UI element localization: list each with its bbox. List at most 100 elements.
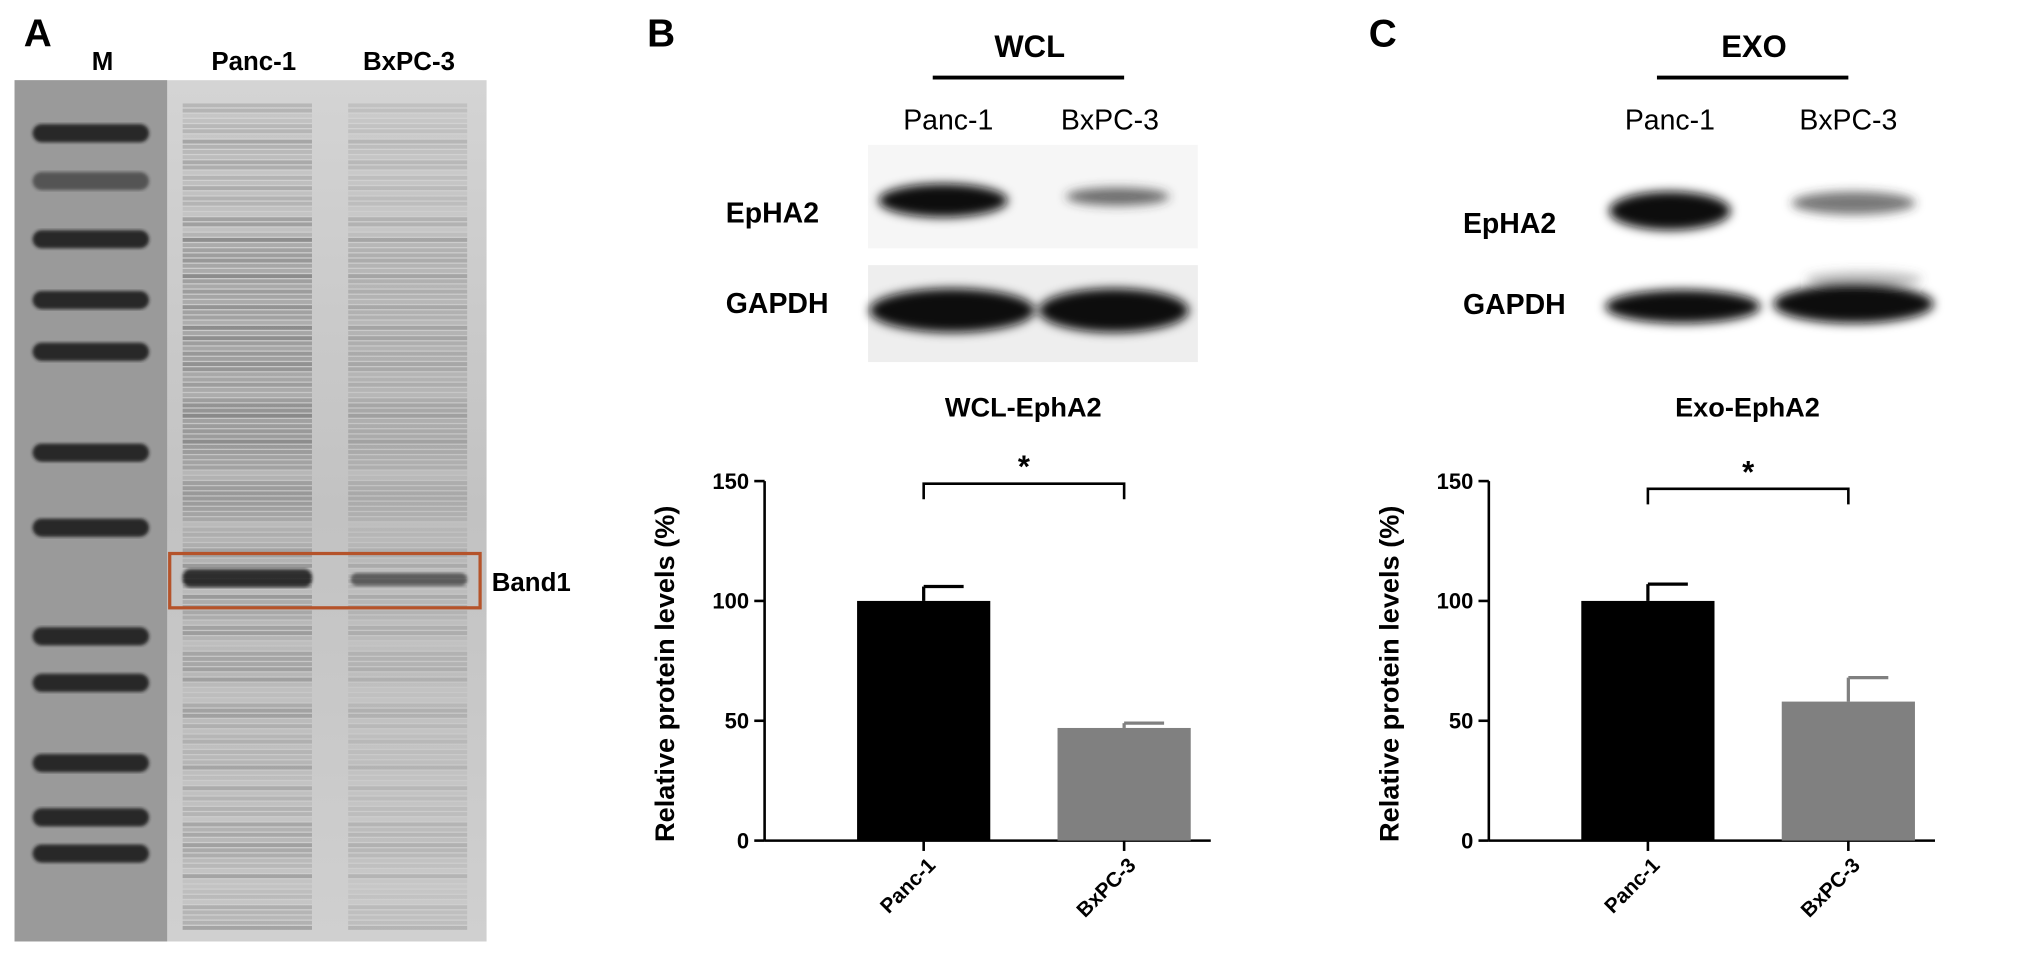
gel-streak (348, 191, 468, 196)
gel-streak (182, 279, 312, 284)
gel-streak (182, 615, 312, 620)
panel-label: C (1369, 13, 1397, 56)
gel-streak (182, 217, 312, 222)
gel-streak (182, 672, 312, 677)
marker-band (32, 673, 150, 692)
gel-streak (348, 719, 468, 723)
gel-streak (182, 165, 312, 170)
gel-streak (182, 253, 312, 258)
gel-streak (348, 377, 468, 382)
gel-streak (348, 537, 468, 542)
row-label: EpHA2 (1463, 208, 1556, 240)
marker-band (32, 443, 150, 462)
gel-streak (348, 765, 468, 770)
gel-streak (348, 667, 468, 672)
x-tick-label: Panc-1 (876, 854, 940, 918)
gel-streak (182, 362, 312, 366)
gel-streak (182, 124, 312, 129)
gel-streak (182, 631, 312, 635)
gel-streak (182, 470, 312, 475)
gel-streak (182, 662, 312, 667)
gel-streak (182, 755, 312, 760)
gel-streak (348, 212, 468, 216)
gel-streak (182, 346, 312, 351)
gel-streak (348, 289, 468, 294)
gel-streak (182, 419, 312, 423)
gel-streak (348, 869, 468, 873)
gel-streak (348, 175, 468, 180)
gel-streak (182, 693, 312, 698)
gel-streak (348, 708, 468, 713)
gel-streak (182, 294, 312, 299)
marker-band (32, 342, 150, 361)
gel-streak (348, 698, 467, 702)
gel-streak (182, 620, 312, 625)
gel-streak (182, 781, 312, 785)
significance-label: * (1742, 454, 1755, 489)
x-tick-label: Panc-1 (1600, 854, 1664, 918)
row-label: GAPDH (726, 288, 829, 320)
gel-streak (182, 843, 312, 848)
gel-streak (182, 139, 312, 144)
gel-streak (348, 615, 468, 620)
gel-streak (348, 103, 468, 108)
gel-streak (182, 460, 312, 465)
gel-streak (348, 150, 468, 154)
gel-streak (348, 170, 468, 175)
gel-streak (182, 243, 312, 248)
gel-streak (348, 589, 468, 594)
gel-streak (348, 827, 468, 832)
gel-streak (182, 750, 312, 754)
gel-streak (348, 439, 468, 444)
marker-band (32, 290, 150, 310)
gel-streak (348, 641, 467, 645)
row-label: GAPDH (1463, 289, 1566, 321)
gel-streak (182, 393, 312, 398)
gel-streak (182, 894, 312, 899)
x-tick-label: BxPC-3 (1072, 854, 1140, 922)
gel-streak (348, 300, 468, 304)
gel-streak (348, 889, 468, 894)
gel-streak (182, 832, 312, 837)
gel-streak (182, 688, 312, 692)
gel-streak (348, 108, 468, 113)
bar (1781, 701, 1915, 841)
gel-streak (348, 227, 468, 232)
gel-streak (182, 212, 312, 216)
gel-streak (182, 341, 312, 346)
marker-band (32, 518, 150, 537)
x-tick-label: BxPC-3 (1797, 854, 1865, 922)
gel-streak (182, 232, 312, 237)
gel-streak (182, 558, 312, 563)
lane-label: M (92, 48, 114, 76)
lane-label: Panc-1 (211, 48, 296, 76)
gel-streak (182, 248, 312, 253)
gel-streak (182, 651, 312, 656)
gel-streak (348, 770, 468, 775)
gel-streak (182, 315, 312, 320)
blot-bands (1605, 191, 1934, 324)
blot-bands (869, 183, 1189, 333)
gel-streak (348, 491, 468, 496)
gel-streak (182, 284, 312, 289)
gel-streak (182, 806, 312, 811)
gel-streak (182, 305, 312, 310)
gel-streak (182, 713, 312, 718)
gel-streak (182, 150, 312, 154)
gel-streak (348, 310, 468, 315)
gel-streak (348, 501, 468, 506)
gel-streak (182, 724, 312, 729)
gel-streak (348, 812, 468, 817)
gel-streak (348, 506, 468, 511)
box-label: Band1 (492, 569, 571, 597)
gel-streak (182, 874, 312, 879)
gel-streak (348, 801, 468, 806)
gel-streak (348, 594, 468, 599)
gel-streak (348, 331, 468, 335)
gel-streak (348, 874, 468, 879)
lane-label: BxPC-3 (1799, 104, 1897, 136)
gel-streak (182, 719, 312, 723)
gel-streak (348, 739, 468, 744)
gel-streak (182, 206, 312, 211)
gel-streak (182, 827, 312, 832)
